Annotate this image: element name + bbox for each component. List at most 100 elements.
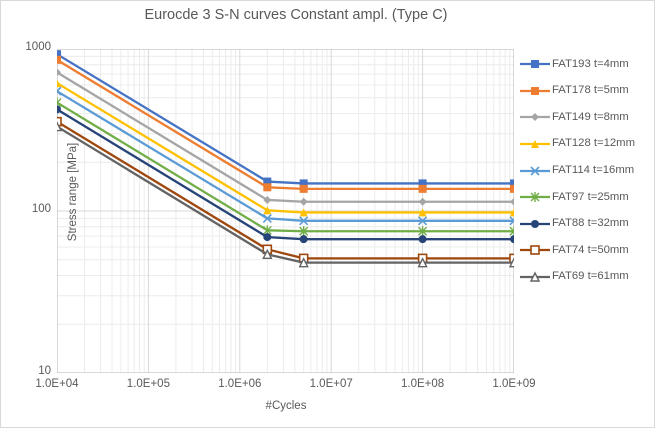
legend-item-label: FAT74 t=50mm <box>552 243 629 256</box>
series-6 <box>57 105 514 244</box>
data-point-marker <box>418 216 428 226</box>
data-point-marker <box>510 208 514 217</box>
x-tick-label: 1.0E+09 <box>492 378 536 390</box>
x-tick-label: 1.0E+07 <box>309 378 353 390</box>
data-point-marker <box>263 177 272 186</box>
data-point-marker <box>299 235 308 244</box>
legend-item-label: FAT114 t=16mm <box>552 164 635 177</box>
plot-svg <box>57 49 514 373</box>
legend-item-label: FAT69 t=61mm <box>552 270 629 283</box>
data-point-marker <box>263 233 272 242</box>
y-axis-label: Stress range [MPa] <box>67 142 79 242</box>
x-tick-label: 1.0E+08 <box>401 378 445 390</box>
data-point-marker <box>299 208 308 217</box>
legend-item-label: FAT178 t=5mm <box>552 84 629 97</box>
data-point-marker <box>57 50 61 59</box>
legend-item-4[interactable]: FAT114 t=16mm <box>520 157 652 184</box>
data-point-marker <box>510 235 514 244</box>
series-2 <box>57 68 514 206</box>
legend-marker-icon <box>520 190 550 204</box>
data-point-marker <box>263 195 272 204</box>
series-1 <box>57 55 514 193</box>
legend-marker-icon <box>520 270 550 284</box>
data-point-marker <box>57 116 62 127</box>
data-point-marker <box>509 253 514 264</box>
plot-area <box>57 49 514 373</box>
series-0 <box>57 50 514 188</box>
data-point-marker <box>299 197 308 206</box>
data-point-marker <box>418 197 427 206</box>
legend-marker-icon <box>520 110 550 124</box>
data-point-marker <box>531 140 539 149</box>
data-point-marker <box>57 68 61 77</box>
data-point-marker <box>509 216 514 226</box>
data-point-marker <box>262 213 272 223</box>
x-tick-label: 1.0E+04 <box>35 378 79 390</box>
data-point-marker <box>509 226 514 237</box>
data-point-marker <box>57 105 61 114</box>
x-tick-label: 1.0E+05 <box>126 378 170 390</box>
data-point-marker <box>508 257 514 268</box>
data-point-marker <box>418 179 427 188</box>
data-point-marker <box>418 208 427 217</box>
legend-marker-icon <box>520 217 550 231</box>
y-tick-label: 1000 <box>25 41 51 53</box>
legend-item-0[interactable]: FAT193 t=4mm <box>520 51 652 78</box>
data-point-marker <box>299 216 309 226</box>
data-point-marker <box>531 113 539 122</box>
data-point-marker <box>298 257 309 268</box>
data-point-marker <box>530 166 540 176</box>
data-point-marker <box>57 97 62 108</box>
series-7 <box>57 116 514 264</box>
series-8 <box>57 121 514 268</box>
data-point-marker <box>417 257 428 268</box>
chart-legend: FAT193 t=4mm FAT178 t=5mm FAT149 t=8mm FAT1… <box>520 51 652 290</box>
y-tick-label: 10 <box>38 365 51 377</box>
data-point-marker <box>418 235 427 244</box>
legend-item-label: FAT149 t=8mm <box>552 110 629 123</box>
data-point-marker <box>531 86 539 95</box>
legend-item-label: FAT128 t=12mm <box>552 137 635 150</box>
legend-item-8[interactable]: FAT69 t=61mm <box>520 264 652 291</box>
legend-marker-icon <box>520 57 550 71</box>
legend-marker-icon <box>520 243 550 257</box>
data-point-marker <box>510 197 514 206</box>
legend-item-3[interactable]: FAT128 t=12mm <box>520 131 652 158</box>
series-line <box>57 125 514 264</box>
data-point-marker <box>418 226 428 237</box>
data-point-marker <box>418 184 427 193</box>
legend-marker-icon <box>520 137 550 151</box>
legend-marker-icon <box>520 84 550 98</box>
data-point-marker <box>299 226 309 237</box>
legend-item-5[interactable]: FAT97 t=25mm <box>520 184 652 211</box>
series-4 <box>57 86 514 226</box>
data-point-marker <box>529 271 541 282</box>
chart-title: Eurocde 3 S-N curves Constant ampl. (Typ… <box>144 7 448 23</box>
data-point-marker <box>263 206 272 215</box>
data-point-marker <box>530 192 540 203</box>
legend-item-1[interactable]: FAT178 t=5mm <box>520 78 652 105</box>
legend-item-label: FAT193 t=4mm <box>552 57 629 70</box>
x-tick-label: 1.0E+06 <box>218 378 262 390</box>
data-point-marker <box>57 86 62 96</box>
data-point-marker <box>263 183 272 192</box>
data-point-marker <box>57 55 61 64</box>
legend-marker-icon <box>520 164 550 178</box>
series-3 <box>57 79 514 217</box>
data-point-marker <box>299 184 308 193</box>
legend-item-2[interactable]: FAT149 t=8mm <box>520 104 652 131</box>
y-tick-label: 100 <box>31 203 51 215</box>
data-point-marker <box>531 219 539 228</box>
data-point-marker <box>262 248 273 260</box>
data-point-marker <box>510 179 514 188</box>
series-5 <box>57 97 514 237</box>
data-point-marker <box>299 179 308 188</box>
legend-item-6[interactable]: FAT88 t=32mm <box>520 211 652 238</box>
data-point-marker <box>510 184 514 193</box>
legend-item-label: FAT88 t=32mm <box>552 217 629 230</box>
legend-item-label: FAT97 t=25mm <box>552 190 629 203</box>
data-point-marker <box>530 245 540 256</box>
data-point-marker <box>531 60 539 69</box>
legend-item-7[interactable]: FAT74 t=50mm <box>520 237 652 264</box>
